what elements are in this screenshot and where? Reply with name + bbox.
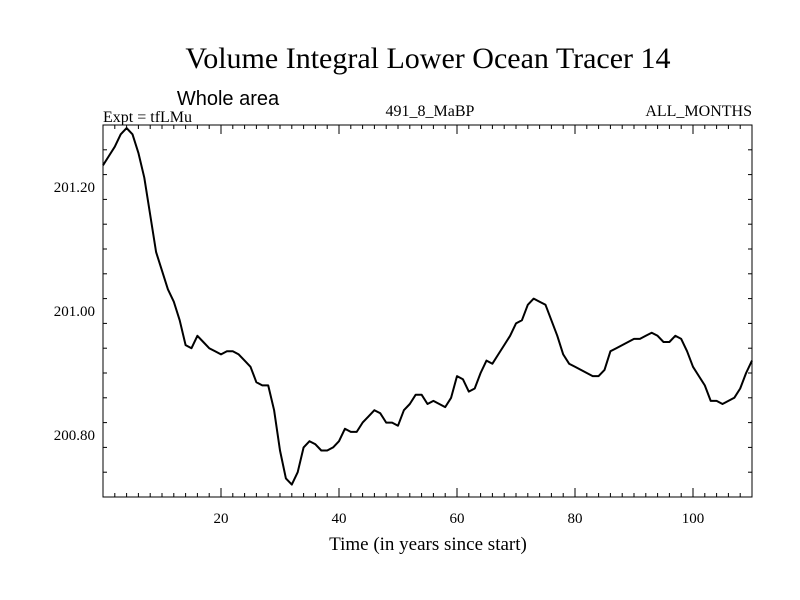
y-tick-label: 201.20 <box>54 180 95 196</box>
period-label: ALL_MONTHS <box>645 103 752 120</box>
series-line-tflmu <box>102 127 753 486</box>
chart-subtitle: Whole area <box>177 88 280 110</box>
plot-frame <box>102 124 753 498</box>
axis-tick-labels: 20 40 60 80 100 200.80 201.00 201.20 <box>54 180 705 527</box>
x-tick-label: 60 <box>450 511 465 527</box>
axis-ticks <box>102 124 753 498</box>
x-tick-label: 100 <box>682 511 705 527</box>
x-tick-label: 20 <box>214 511 229 527</box>
x-tick-label: 40 <box>332 511 347 527</box>
chart-title: Volume Integral Lower Ocean Tracer 14 <box>185 42 670 75</box>
run-label: 491_8_MaBP <box>386 103 475 120</box>
x-tick-label: 80 <box>568 511 583 527</box>
x-axis-label: Time (in years since start) <box>329 534 527 555</box>
y-tick-label: 200.80 <box>54 428 95 444</box>
expt-label: Expt = tfLMu <box>103 109 192 126</box>
y-tick-label: 201.00 <box>54 304 95 320</box>
